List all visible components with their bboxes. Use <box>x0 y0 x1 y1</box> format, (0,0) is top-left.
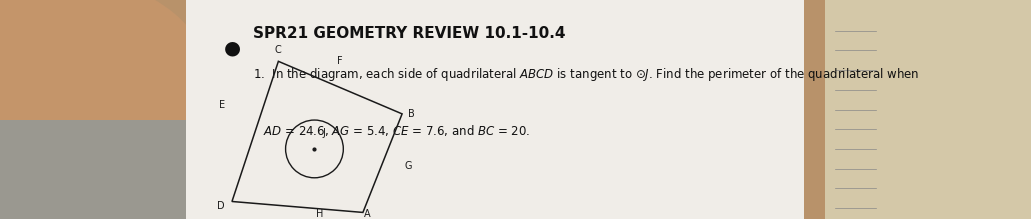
Text: D: D <box>218 201 225 211</box>
Ellipse shape <box>0 0 217 219</box>
Text: SPR21 GEOMETRY REVIEW 10.1-10.4: SPR21 GEOMETRY REVIEW 10.1-10.4 <box>253 26 565 41</box>
Text: A: A <box>364 209 370 219</box>
Text: C: C <box>275 45 281 55</box>
Text: F: F <box>337 56 343 66</box>
Bar <box>0 120 186 219</box>
Text: $\mathit{AD}$ = 24.6, $\mathit{AG}$ = 5.4, $\mathit{CE}$ = 7.6, and $\mathit{BC}: $\mathit{AD}$ = 24.6, $\mathit{AG}$ = 5.… <box>263 123 530 138</box>
Text: E: E <box>219 100 225 110</box>
Bar <box>186 0 804 219</box>
Text: H: H <box>315 209 324 219</box>
Text: 1.  In the diagram, each side of quadrilateral $\mathit{ABCD}$ is tangent to $\o: 1. In the diagram, each side of quadrila… <box>253 66 919 83</box>
Text: B: B <box>408 109 415 119</box>
Text: ●: ● <box>224 39 240 58</box>
Text: J: J <box>323 128 326 138</box>
Text: G: G <box>404 161 411 171</box>
Bar <box>825 0 1031 219</box>
